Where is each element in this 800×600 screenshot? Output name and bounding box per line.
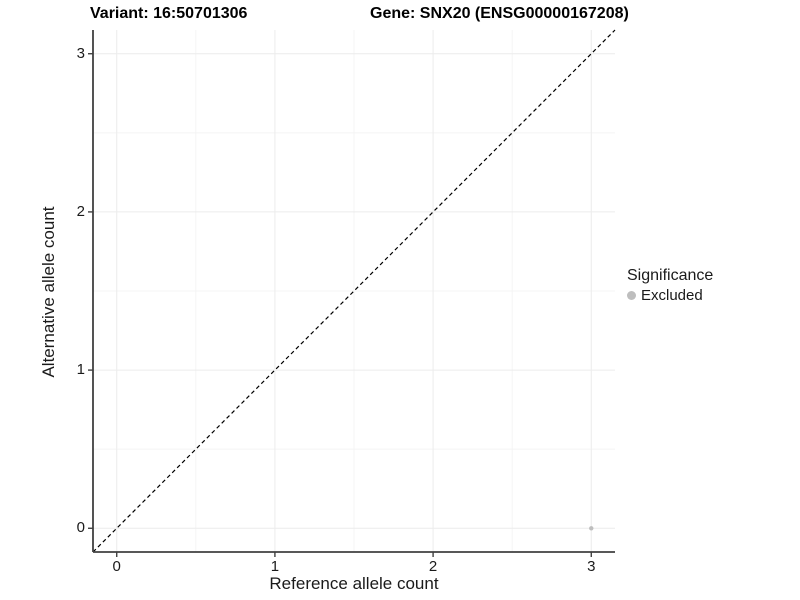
legend-entry-label: Excluded (641, 287, 703, 304)
y-tick-label: 3 (76, 44, 85, 62)
x-axis-title: Reference allele count (269, 574, 439, 593)
legend-title: Significance (627, 267, 714, 284)
legend-entry-excluded: Excluded (627, 287, 713, 304)
x-tick-label: 1 (270, 558, 280, 575)
variant-title: Variant: 16:50701306 (90, 5, 248, 22)
legend: Significance Excluded (627, 267, 713, 304)
plot-panel (88, 29, 616, 557)
y-tick-label: 0 (76, 519, 85, 537)
scatter-chart-canvas (88, 29, 616, 557)
x-tick-label: 3 (587, 558, 596, 575)
legend-key-dot-icon (627, 291, 636, 300)
data-point (589, 526, 594, 531)
x-tick-label: 2 (428, 558, 438, 575)
gene-title: Gene: SNX20 (ENSG00000167208) (370, 5, 629, 22)
y-tick-label: 1 (76, 361, 85, 379)
y-axis-title: Alternative allele count (39, 206, 58, 378)
y-tick-label: 2 (76, 202, 85, 220)
x-tick-label: 0 (112, 558, 121, 575)
